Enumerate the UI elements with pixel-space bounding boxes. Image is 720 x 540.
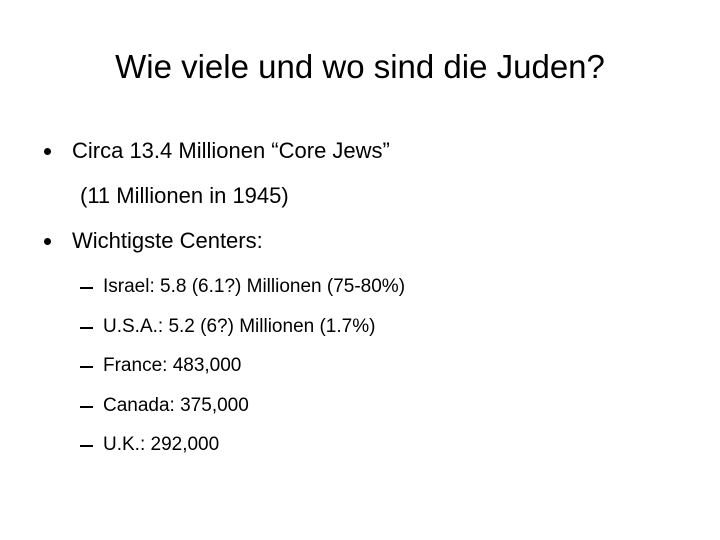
sub-bullet-dash [80, 366, 93, 368]
bullet-dot [44, 238, 51, 245]
sub-bullet-text: U.S.A.: 5.2 (6?) Millionen (1.7%) [103, 315, 376, 337]
sub-bullet-text: Israel: 5.8 (6.1?) Millionen (75-80%) [103, 276, 406, 297]
bullet-continuation: (11 Millionen in 1945) [80, 183, 289, 208]
sub-bullet-text: U.K.: 292,000 [103, 434, 220, 455]
sub-bullet-dash [80, 287, 93, 289]
bullet-text: Wichtigste Centers: [72, 228, 263, 253]
sub-bullet-text: Canada: 375,000 [103, 394, 249, 416]
sub-bullet-text: France: 483,000 [103, 355, 242, 376]
bullet-text: Circa 13.4 Millionen “Core Jews” [72, 138, 390, 163]
bullet-dot [44, 148, 51, 155]
sub-bullet-dash [80, 445, 93, 447]
sub-bullet-dash [80, 405, 93, 408]
slide-title: Wie viele und wo sind die Juden? [115, 48, 605, 85]
sub-bullet-dash [80, 326, 93, 329]
